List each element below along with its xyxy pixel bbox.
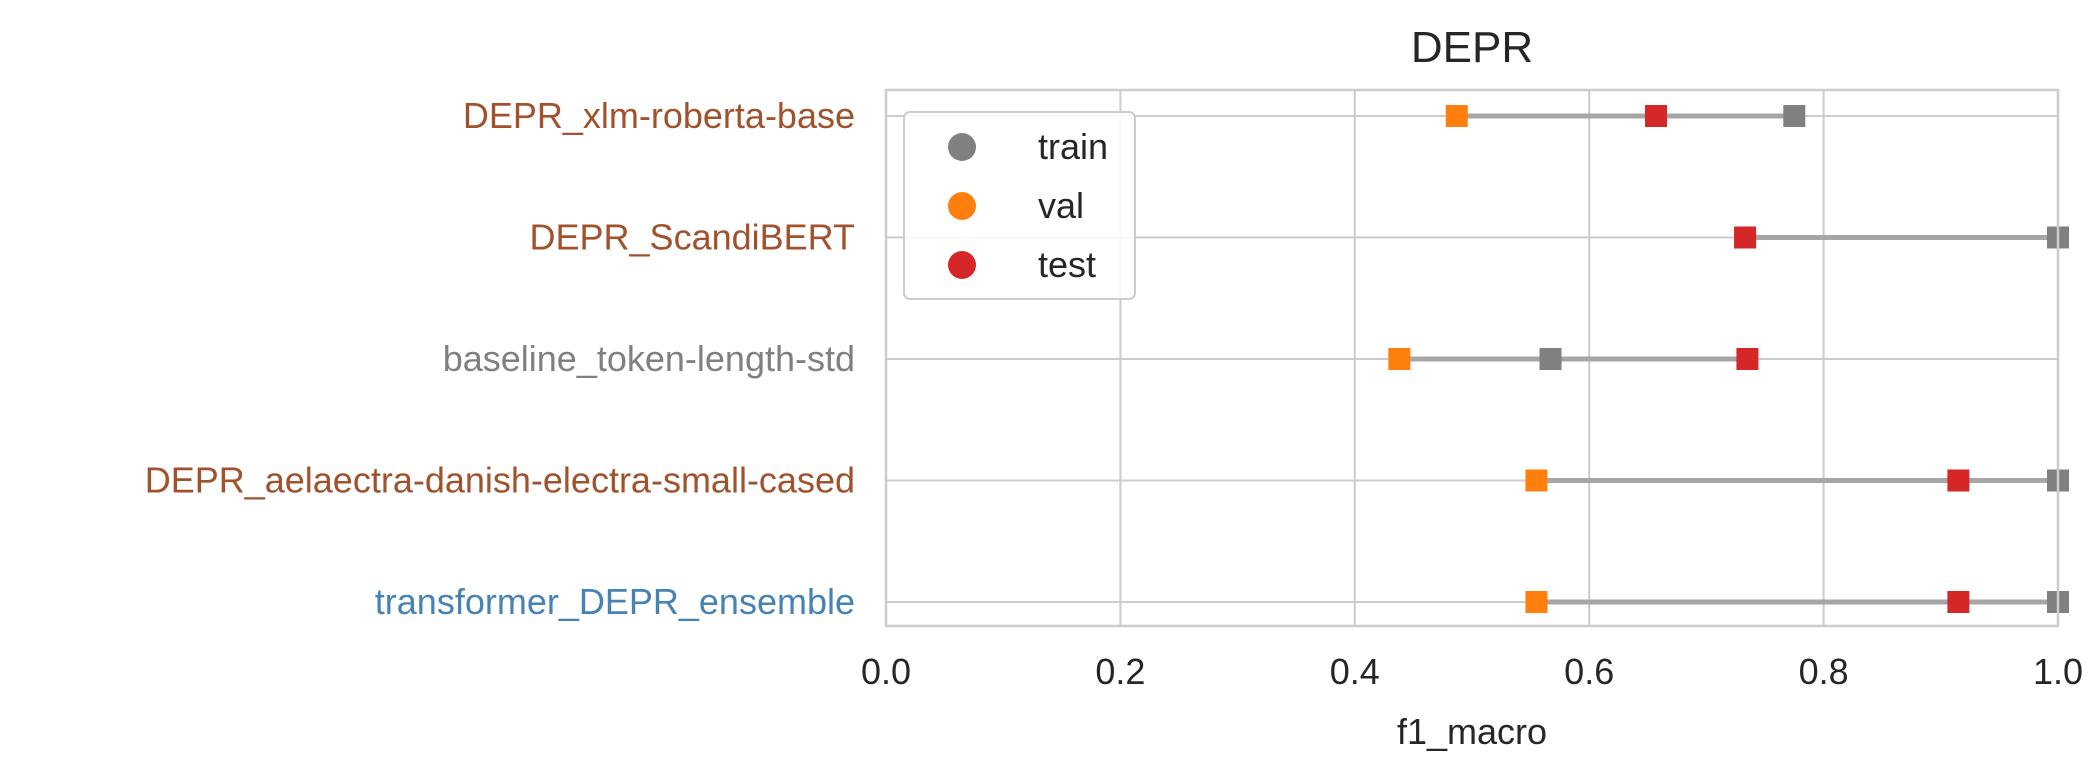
y-tick-label: DEPR_ScandiBERT xyxy=(530,217,855,258)
legend-swatch-train xyxy=(948,133,976,161)
y-tick-labels: DEPR_xlm-roberta-base DEPR_ScandiBERTbase… xyxy=(145,95,855,622)
legend-label-test: test xyxy=(1038,244,1096,285)
rows-layer xyxy=(1388,105,2069,613)
x-tick-label: 0.0 xyxy=(861,651,911,692)
legend-swatch-test xyxy=(948,251,976,279)
legend-label-train: train xyxy=(1038,126,1108,167)
test-marker xyxy=(1947,469,1970,492)
legend: train val test xyxy=(903,111,1136,300)
plot-frame xyxy=(884,88,2060,628)
x-tick-label: 0.2 xyxy=(1095,651,1145,692)
x-tick-label: 0.4 xyxy=(1330,651,1380,692)
y-tick-label: DEPR_aelaectra-danish-electra-small-case… xyxy=(145,460,855,501)
x-tick-labels: 0.0 0.2 0.4 0.6 0.8 1.0 xyxy=(861,651,2083,692)
x-tick-label: 1.0 xyxy=(2033,651,2083,692)
train-marker xyxy=(1783,105,1806,127)
legend-label-val: val xyxy=(1038,185,1084,226)
test-marker xyxy=(1947,591,1970,613)
train-marker xyxy=(1539,348,1562,370)
val-marker xyxy=(1388,348,1411,370)
y-tick-label: DEPR_xlm-roberta-base xyxy=(463,95,855,136)
val-marker xyxy=(1525,469,1548,492)
test-marker xyxy=(1734,226,1757,249)
y-tick-label: transformer_DEPR_ensemble xyxy=(375,581,855,622)
y-tick-label: baseline_token-length-std xyxy=(443,338,855,379)
test-marker xyxy=(1736,348,1759,370)
test-marker xyxy=(1645,105,1668,127)
chart-title: DEPR xyxy=(1411,23,1533,72)
x-tick-label: 0.6 xyxy=(1564,651,1614,692)
x-axis-label: f1_macro xyxy=(1397,711,1547,752)
val-marker xyxy=(1445,105,1468,127)
legend-swatch-val xyxy=(948,192,976,220)
x-tick-label: 0.8 xyxy=(1799,651,1849,692)
val-marker xyxy=(1525,591,1548,613)
